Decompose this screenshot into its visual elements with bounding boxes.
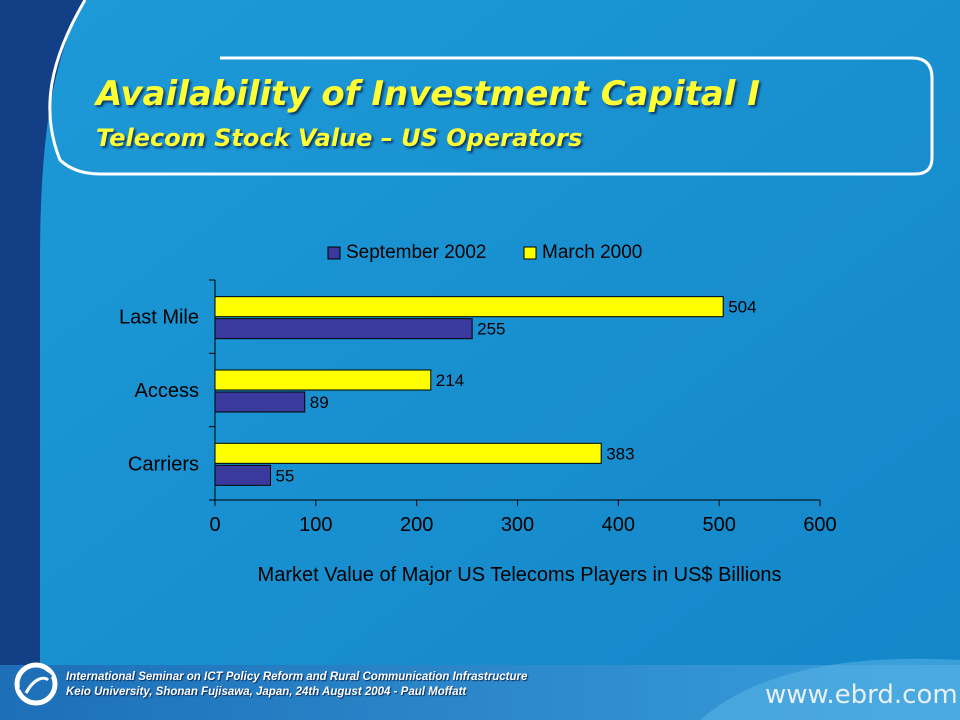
footer-line-2: Keio University, Shonan Fujisawa, Japan,… [66, 686, 467, 698]
x-tick-label: 0 [209, 514, 220, 536]
ebrd-logo-icon [14, 662, 58, 706]
bar-chart: September 2002 March 2000 0 100 200 300 400 500… [119, 242, 837, 586]
data-label: 214 [436, 371, 464, 390]
bar [214, 391, 306, 413]
legend-label: September 2002 [346, 242, 487, 263]
data-label: 89 [310, 393, 329, 412]
footer-text: International Seminar on ICT Policy Refo… [66, 670, 527, 700]
x-tick-label: 100 [299, 514, 332, 536]
slide-subtitle: Telecom Stock Value – US Operators [96, 124, 583, 152]
data-label: 504 [728, 298, 756, 317]
x-tick-label: 600 [803, 514, 836, 536]
title-frame [48, 0, 934, 176]
x-tick-label: 500 [702, 514, 735, 536]
x-tick-label: 400 [602, 514, 635, 536]
bar [214, 464, 271, 486]
x-axis-label: Market Value of Major US Telecoms Player… [258, 564, 782, 586]
legend-swatch [327, 246, 341, 260]
y-tick-label: Carriers [128, 453, 199, 475]
data-label: 55 [275, 466, 294, 485]
footer-line-1: International Seminar on ICT Policy Refo… [66, 671, 528, 683]
data-label: 255 [477, 320, 505, 339]
x-tick-label: 300 [501, 514, 534, 536]
x-tick-label: 200 [400, 514, 433, 536]
left-band [0, 0, 85, 665]
data-label: 383 [606, 444, 634, 463]
legend-label: March 2000 [542, 242, 642, 263]
y-tick-label: Last Mile [119, 307, 199, 329]
slide-title: Availability of Investment Capital I [96, 74, 760, 114]
bar [214, 296, 724, 318]
bar [214, 442, 602, 464]
bar [214, 318, 473, 340]
site-url-link[interactable]: www.ebrd.com [765, 680, 958, 710]
legend-swatch [523, 246, 537, 260]
y-tick-label: Access [135, 380, 199, 402]
bar [214, 369, 432, 391]
